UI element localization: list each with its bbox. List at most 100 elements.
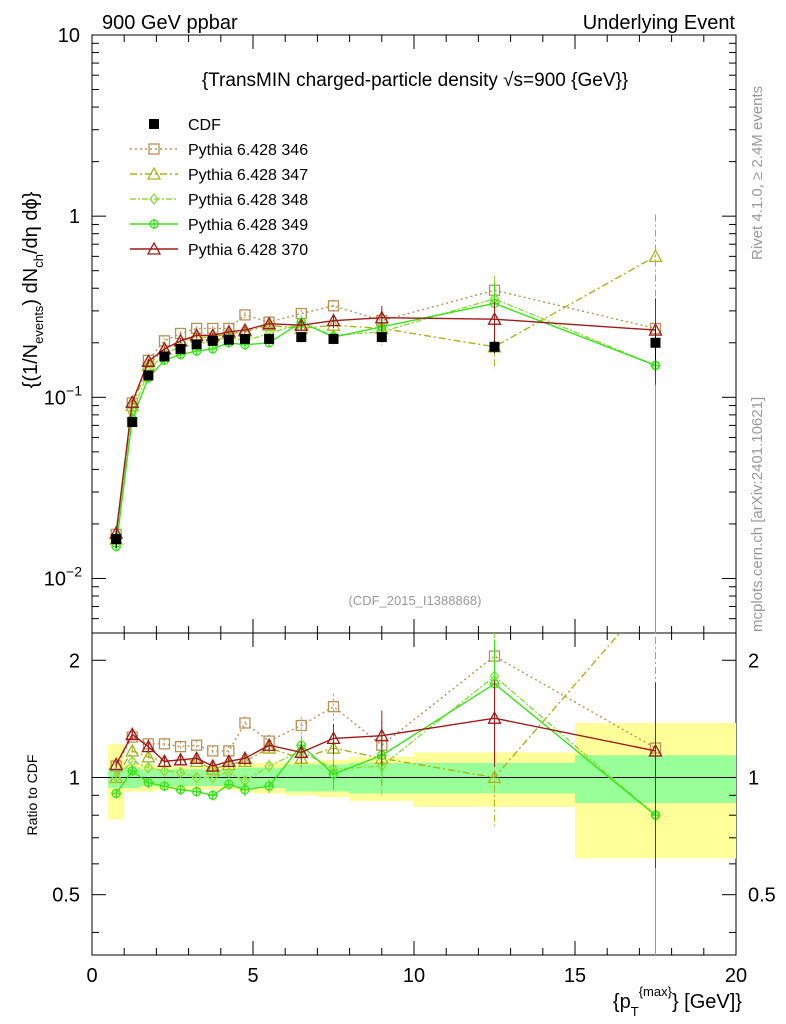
data-point [264,333,275,344]
series-point-top [239,309,251,321]
axes: 0 5 10 15 20 10−2 10−1 1 10 0.5 0.5 1 1 2 2 [44,25,776,987]
series-bottom [109,633,663,955]
data-point [223,334,234,345]
series-point-ratio [205,758,220,772]
legend-label: Pythia 6.428 347 [188,167,308,184]
chart-title: {TransMIN charged-particle density √s=90… [202,70,628,91]
y-tick-label-bottom: 0.5 [52,885,80,907]
stat-band [285,764,318,792]
series-point-top [648,248,663,262]
series-point-ratio [294,745,309,759]
legend-label: Pythia 6.428 370 [188,242,308,259]
series-point-ratio [141,739,156,753]
series-point-ratio [648,743,663,757]
rivet-label: Rivet 4.1.0, ≥ 2.4M events [749,86,766,260]
series-point-top [262,316,277,330]
series-point-ratio [264,759,274,773]
svg-text:{pT{max}} [GeV]}: {pT{max}} [GeV]} [613,984,742,1019]
x-tick-label: 20 [725,965,747,987]
series-point-ratio [374,728,389,742]
series-point-ratio [207,745,219,757]
y-tick-label-top: 1 [69,206,80,228]
series-point-ratio [221,754,236,768]
data-point [191,339,202,350]
legend-marker [149,192,159,206]
data-point [207,335,218,346]
series-point-ratio [157,754,172,768]
x-tick-label: 10 [403,965,425,987]
series-point-ratio [109,757,124,771]
y-tick-label-bottom-right: 2 [748,650,759,672]
series-point-ratio [143,761,154,774]
legend: CDF Pythia 6.428 346 Pythia 6.428 347 Pythi… [130,117,308,259]
legend-marker [146,241,162,255]
data-point [127,417,138,428]
data-point [143,370,154,381]
mcplots-label: mcplots.cern.ch [arXiv:2401.10621] [749,397,766,632]
series-point-top [294,317,309,331]
reference-label: (CDF_2015_I1388868) [349,593,482,608]
series-point-ratio [111,771,121,784]
data-point [239,333,250,344]
series-point-top [141,353,156,367]
series-point-ratio [175,766,186,779]
y-tick-label-bottom: 2 [69,650,80,672]
header-right: Underlying Event [583,12,736,34]
y-axis-label-top: {(1/Nevents) dNch/dη dϕ} [20,191,46,388]
y-tick-label-top: 10 [58,25,80,47]
series-point-ratio [326,731,341,745]
series-top [109,214,663,633]
y-tick-label-bottom: 1 [69,767,80,789]
header-left: 900 GeV ppbar [102,12,238,34]
series-point-ratio [237,754,253,768]
data-point [328,333,339,344]
legend-marker [146,166,162,180]
series-point-ratio [487,710,502,724]
series-point-ratio [327,701,340,713]
series-point-ratio [239,717,251,729]
y-axis-label-bottom: Ratio to CDF [24,755,40,836]
data-point [159,351,170,362]
series-line-top [115,255,656,540]
y-tick-label-top: 10−2 [44,563,82,590]
series-point-ratio [125,727,140,741]
legend-label-data: CDF [188,117,221,134]
x-tick-label: 15 [564,965,586,987]
series-point-ratio [224,766,234,779]
legend-label: Pythia 6.428 349 [188,217,308,234]
legend-label: Pythia 6.428 346 [188,142,308,159]
series-point-ratio [174,740,187,753]
series-point-top [158,335,171,347]
ratio-clip-group [109,633,663,955]
data-point [111,534,122,545]
series-point-ratio [487,770,502,784]
data-point [650,337,661,348]
series-point-ratio [207,771,218,784]
series-point-ratio [262,737,277,751]
legend-marker-data [149,119,159,129]
series-point-ratio [173,752,188,766]
series-point-ratio [159,764,170,777]
uncertainty-bands [92,723,736,859]
data-point [175,343,186,354]
series-point-ratio [191,771,202,784]
series-point-top [327,300,340,312]
series-point-ratio [295,719,307,732]
series-point-top [487,311,502,325]
svg-text:{(1/Nevents) dNch/dη dϕ}: {(1/Nevents) dNch/dη dϕ} [20,191,46,388]
y-tick-label-bottom-right: 0.5 [748,885,776,907]
data-point [489,341,500,352]
y-tick-label-bottom-right: 1 [748,767,759,789]
x-axis-label: {pT{max}} [GeV]} [613,984,742,1019]
data-point [376,332,387,343]
legend-label: Pythia 6.428 348 [188,192,308,209]
series-point-ratio [237,750,253,764]
legend-marker [148,143,160,155]
x-tick-label: 0 [86,965,97,987]
series-point-top [125,394,140,408]
series-point-top [374,310,389,324]
series-point-ratio [190,739,203,751]
series-point-ratio [158,738,171,750]
series-point-ratio [189,750,204,764]
